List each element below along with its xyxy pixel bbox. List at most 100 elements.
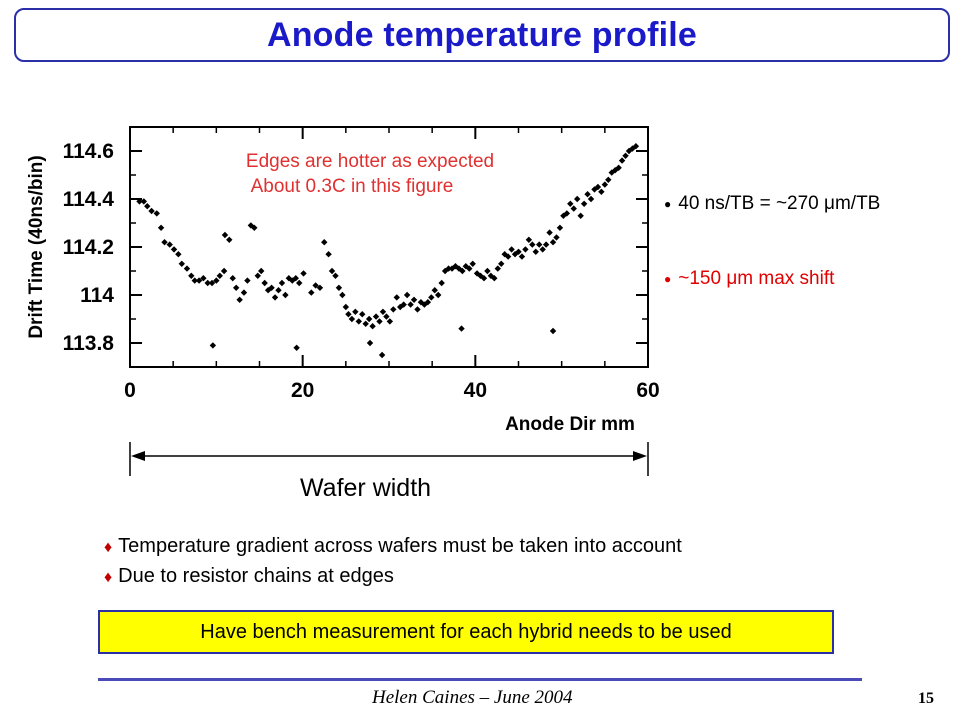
data-point — [504, 253, 512, 260]
annotation-line-2: About 0.3C in this figure — [251, 176, 454, 197]
data-point — [407, 301, 414, 308]
data-point — [459, 267, 466, 275]
data-point — [549, 239, 557, 246]
right-bullet-max-shift: ● ~150 μm max shift — [664, 268, 834, 290]
data-point — [536, 241, 543, 248]
bullet-item: ♦ Temperature gradient across wafers must… — [104, 532, 682, 562]
data-point — [365, 315, 373, 323]
wafer-width-arrow — [129, 442, 649, 476]
data-point — [275, 287, 282, 294]
data-point — [383, 313, 390, 320]
right-bullet-text: ~150 μm max shift — [678, 268, 835, 289]
data-point — [200, 275, 207, 282]
data-point — [549, 327, 557, 335]
data-point — [386, 318, 394, 325]
data-point — [178, 260, 185, 267]
data-point — [293, 344, 300, 351]
data-point — [518, 253, 526, 260]
data-point — [414, 306, 421, 313]
data-point — [312, 282, 319, 289]
data-point — [532, 248, 539, 255]
data-point — [258, 267, 265, 275]
data-point — [574, 195, 581, 203]
bullet-text: Due to resistor chains at edges — [118, 565, 394, 587]
data-point — [445, 265, 452, 272]
data-point — [546, 229, 553, 236]
data-point — [229, 275, 236, 282]
data-point — [515, 248, 522, 255]
bullet-item: ♦ Due to resistor chains at edges — [104, 562, 682, 592]
data-point — [567, 200, 574, 207]
data-point — [208, 279, 216, 287]
data-point — [161, 239, 168, 246]
data-point — [431, 287, 438, 294]
data-point — [308, 289, 315, 296]
data-point — [195, 277, 203, 284]
data-point — [325, 251, 332, 258]
data-point — [632, 143, 640, 150]
data-point — [216, 272, 223, 279]
data-point — [300, 270, 307, 277]
data-point — [480, 275, 488, 282]
y-tick-label: 114.6 — [63, 140, 114, 163]
slide-title: Anode temperature profile — [266, 15, 698, 54]
data-point — [498, 260, 505, 267]
bullet-list: ♦ Temperature gradient across wafers must… — [104, 532, 682, 592]
x-tick-label: 20 — [291, 379, 314, 402]
data-point — [244, 277, 251, 284]
data-points — [136, 143, 640, 359]
data-point — [170, 246, 178, 253]
data-point — [355, 318, 362, 325]
data-point — [625, 147, 633, 155]
data-point — [261, 279, 268, 287]
data-point — [240, 289, 248, 296]
data-point — [268, 284, 275, 291]
data-point — [393, 294, 400, 301]
diamond-bullet-icon: ♦ — [104, 569, 113, 586]
data-point — [560, 212, 567, 219]
data-point — [191, 277, 198, 284]
data-point — [563, 210, 571, 217]
data-point — [435, 291, 442, 299]
data-point — [508, 246, 515, 253]
data-point — [213, 277, 220, 284]
data-point — [342, 303, 350, 311]
data-point — [188, 272, 195, 279]
title-box: Anode temperature profile — [14, 8, 950, 62]
data-point — [539, 246, 546, 253]
data-point — [424, 299, 432, 306]
data-point — [376, 318, 383, 325]
data-point — [153, 210, 160, 217]
right-bullet-conversion: ● 40 ns/TB = ~270 μm/TB — [664, 193, 880, 215]
data-point — [332, 272, 339, 279]
data-point — [378, 351, 386, 359]
data-point — [183, 265, 191, 272]
data-point — [525, 236, 533, 243]
data-point — [594, 183, 602, 191]
data-point — [529, 241, 536, 248]
data-point — [400, 301, 407, 308]
data-point — [352, 308, 359, 315]
data-point — [580, 200, 588, 207]
data-point — [254, 272, 261, 279]
data-point — [345, 311, 352, 318]
data-point — [144, 203, 151, 210]
data-point — [587, 195, 595, 203]
data-point — [204, 279, 211, 287]
data-point — [410, 296, 418, 303]
data-point — [577, 212, 584, 219]
data-point — [469, 260, 476, 267]
data-point — [428, 294, 435, 301]
right-bullet-text: 40 ns/TB = ~270 μm/TB — [678, 193, 881, 214]
data-point — [598, 188, 605, 195]
highlight-note: Have bench measurement for each hybrid n… — [98, 610, 834, 654]
data-point — [458, 325, 465, 332]
data-point — [494, 265, 501, 272]
x-tick-label: 60 — [636, 379, 659, 402]
data-point — [359, 311, 366, 318]
data-point — [136, 198, 143, 205]
data-point — [372, 313, 380, 320]
data-point — [390, 306, 397, 313]
data-point — [166, 241, 173, 248]
